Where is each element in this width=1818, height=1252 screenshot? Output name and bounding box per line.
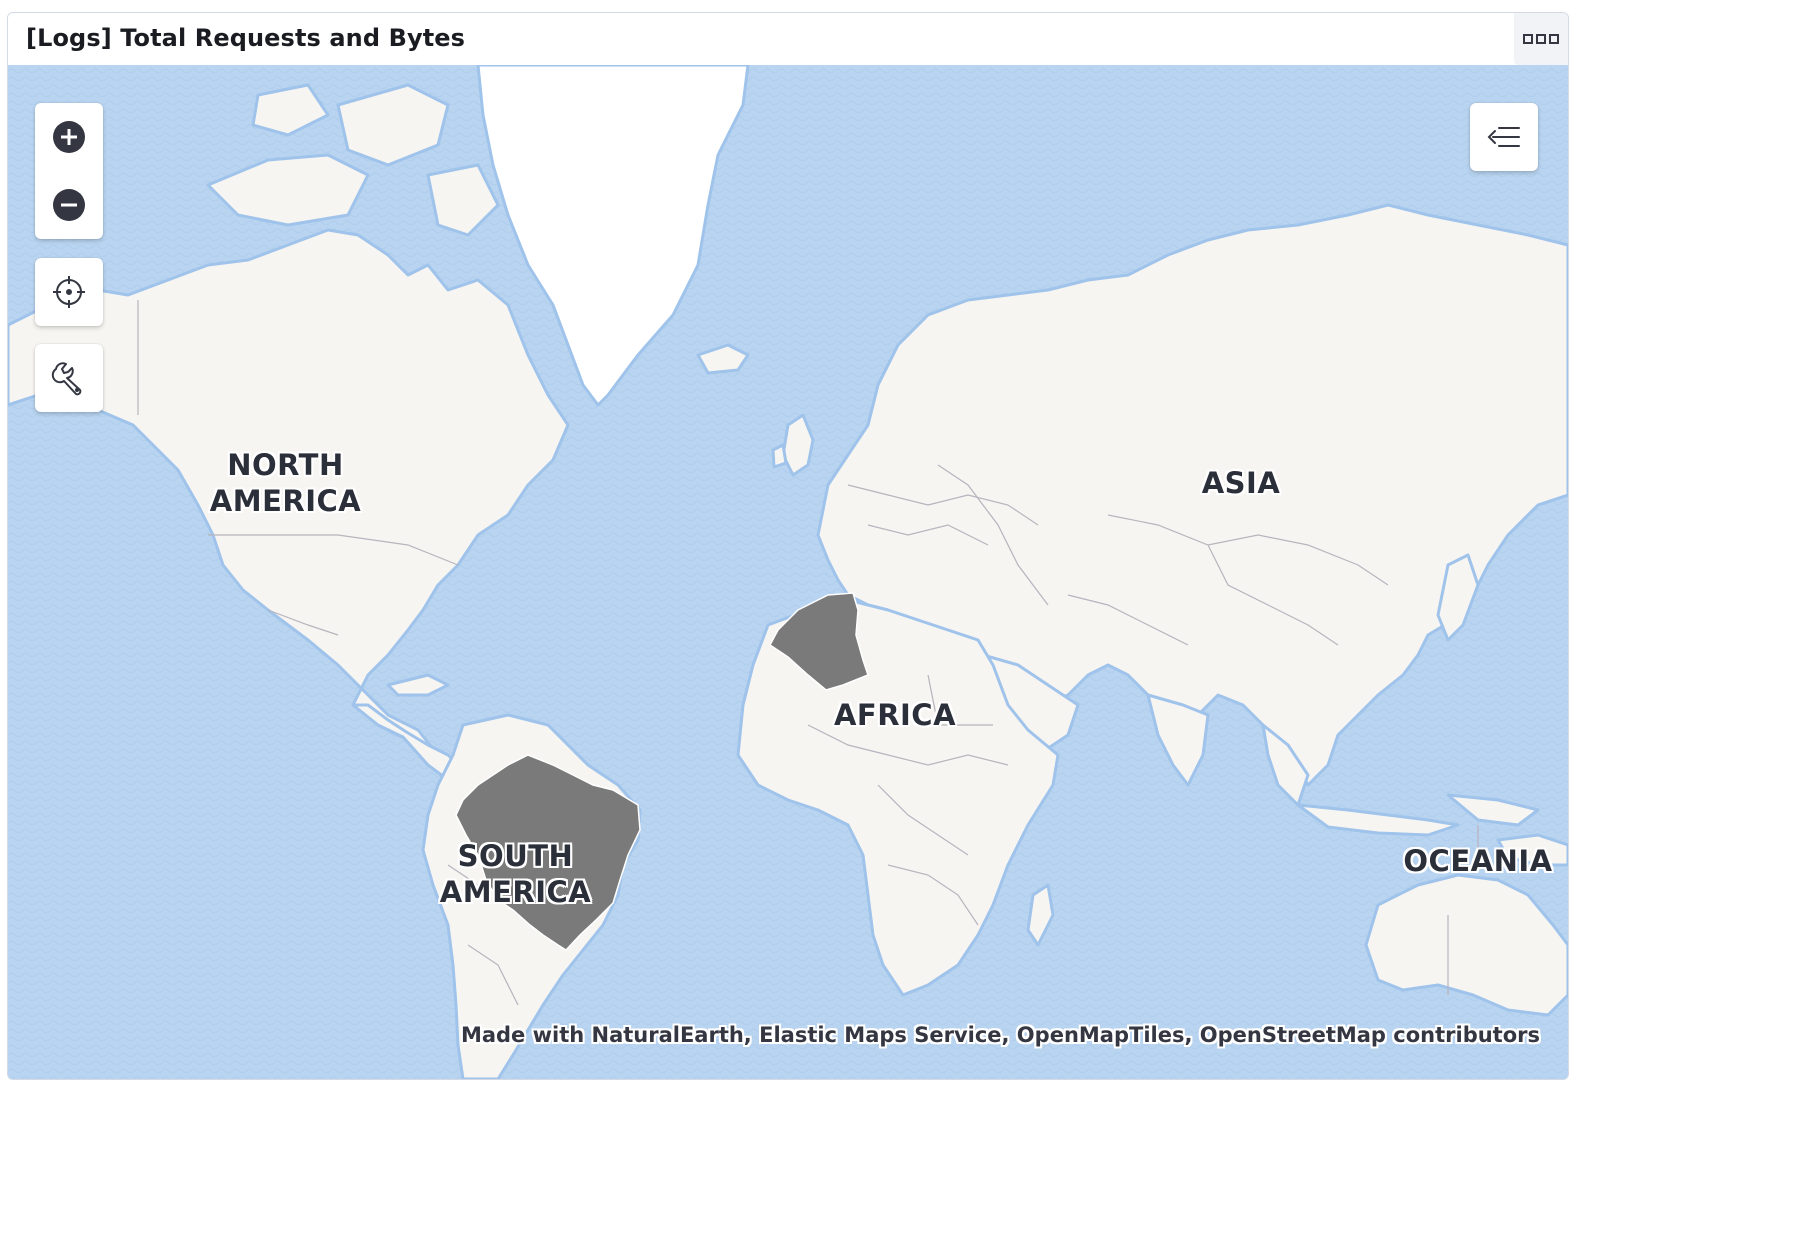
- map-panel: [Logs] Total Requests and Bytes: [7, 12, 1569, 1080]
- layer-control: [1470, 103, 1538, 171]
- set-view-button[interactable]: [35, 258, 103, 326]
- map-attribution: Made with NaturalEarth, Elastic Maps Ser…: [460, 1023, 1540, 1047]
- minus-circle-icon: [53, 189, 85, 221]
- panel-title: [Logs] Total Requests and Bytes: [26, 24, 466, 52]
- label-line: AMERICA: [439, 875, 592, 909]
- set-view-control: [35, 258, 103, 326]
- continent-label-north-america: NORTH AMERICA: [203, 447, 368, 519]
- tools-control: [35, 344, 103, 412]
- layer-toggle-button[interactable]: [1470, 103, 1538, 171]
- label-line: SOUTH: [457, 839, 574, 873]
- africa-land: [736, 598, 1060, 997]
- label-line: NORTH: [227, 448, 344, 482]
- tools-button[interactable]: [35, 344, 103, 412]
- layers-collapse-icon: [1487, 127, 1520, 147]
- ellipsis-icon: [1523, 34, 1559, 44]
- panel-header: [Logs] Total Requests and Bytes: [8, 13, 1568, 66]
- world-map: [8, 65, 1568, 1079]
- map-canvas[interactable]: NORTH AMERICA SOUTH AMERICA AFRICA ASIA …: [8, 65, 1568, 1079]
- continent-label-africa: AFRICA: [833, 698, 957, 732]
- zoom-out-button[interactable]: [35, 171, 103, 239]
- continent-label-south-america: SOUTH AMERICA: [433, 838, 598, 910]
- label-line: AMERICA: [209, 484, 362, 518]
- north-america-land: [8, 228, 570, 767]
- brazil-highlight: [455, 754, 641, 951]
- panel-options-button[interactable]: [1514, 13, 1568, 65]
- zoom-control-group: [35, 103, 103, 239]
- algeria-highlight: [769, 592, 869, 691]
- plus-circle-icon: [53, 121, 85, 153]
- greenland-land: [476, 65, 750, 407]
- zoom-in-button[interactable]: [35, 103, 103, 171]
- crosshair-icon: [53, 276, 85, 308]
- continent-label-asia: ASIA: [1201, 466, 1281, 500]
- wrench-icon: [51, 362, 82, 396]
- continent-label-oceania: OCEANIA: [1403, 844, 1553, 878]
- australia-land: [1364, 873, 1568, 1017]
